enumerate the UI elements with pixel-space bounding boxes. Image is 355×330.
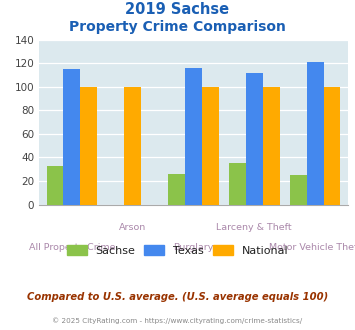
Text: 2019 Sachse: 2019 Sachse	[125, 2, 230, 16]
Bar	[246, 73, 263, 205]
Text: Motor Vehicle Theft: Motor Vehicle Theft	[269, 243, 355, 251]
Bar	[229, 163, 246, 205]
Text: Compared to U.S. average. (U.S. average equals 100): Compared to U.S. average. (U.S. average …	[27, 292, 328, 302]
Text: Larceny & Theft: Larceny & Theft	[217, 223, 292, 232]
Text: © 2025 CityRating.com - https://www.cityrating.com/crime-statistics/: © 2025 CityRating.com - https://www.city…	[53, 317, 302, 324]
Bar	[124, 87, 141, 205]
Bar	[290, 175, 307, 205]
Bar	[47, 166, 64, 205]
Bar	[185, 68, 202, 205]
Bar	[168, 174, 185, 205]
Legend: Sachse, Texas, National: Sachse, Texas, National	[62, 240, 293, 260]
Bar	[80, 87, 97, 205]
Text: Burglary: Burglary	[173, 243, 214, 251]
Bar	[64, 69, 80, 205]
Text: Arson: Arson	[119, 223, 146, 232]
Bar	[263, 87, 280, 205]
Text: Property Crime Comparison: Property Crime Comparison	[69, 20, 286, 34]
Bar	[323, 87, 340, 205]
Bar	[307, 62, 323, 205]
Bar	[202, 87, 219, 205]
Text: All Property Crime: All Property Crime	[28, 243, 115, 251]
